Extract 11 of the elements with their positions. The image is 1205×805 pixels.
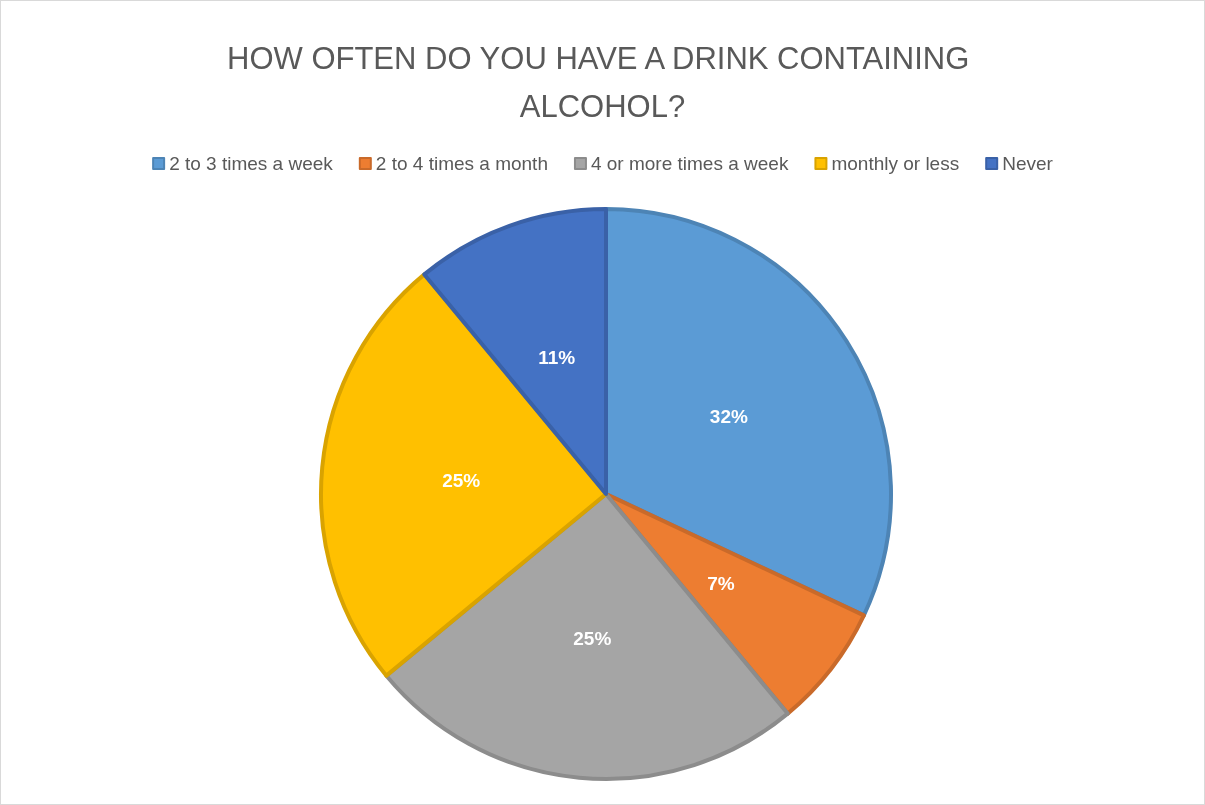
data-label: 25% bbox=[442, 469, 481, 491]
legend-label: 2 to 3 times a week bbox=[169, 153, 334, 174]
chart-title: HOW OFTEN DO YOU HAVE A DRINK CONTAINING ALCOHOL? bbox=[227, 40, 978, 124]
legend-label: monthly or less bbox=[831, 153, 960, 174]
legend-label: 2 to 4 times a month bbox=[375, 153, 548, 174]
data-label: 25% bbox=[573, 628, 612, 650]
legend-label: Never bbox=[1002, 153, 1054, 174]
data-label: 32% bbox=[709, 405, 748, 427]
legend-label: 4 or more times a week bbox=[590, 153, 789, 174]
data-label: 7% bbox=[707, 572, 735, 594]
data-label: 11% bbox=[538, 346, 576, 368]
